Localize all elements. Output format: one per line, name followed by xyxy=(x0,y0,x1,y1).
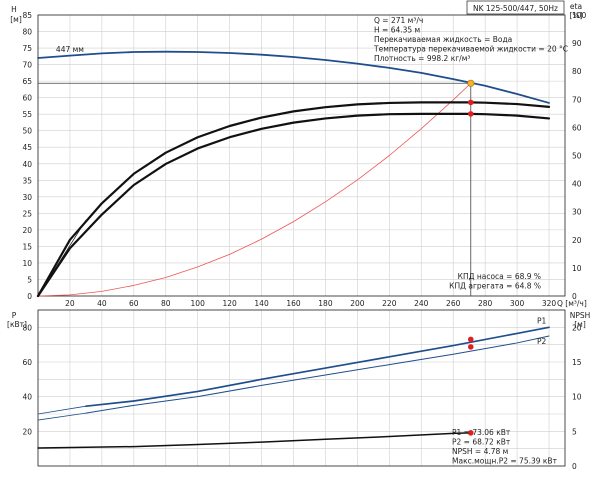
top-left-tick-label: 30 xyxy=(22,193,32,202)
top-x-tick-label: 140 xyxy=(254,299,269,308)
efficiency-info-line: КПД насоса = 68.9 % xyxy=(458,272,541,281)
duty-point-marker xyxy=(467,79,475,87)
bottom-info-line: P2 = 68.72 кВт xyxy=(452,438,511,447)
top-left-tick-label: 45 xyxy=(22,143,32,152)
top-right-tick-label: 40 xyxy=(572,180,582,189)
top-x-tick-label: 120 xyxy=(222,299,237,308)
bottom-right-axis-label: NPSH xyxy=(570,311,591,320)
pump-efficiency-marker xyxy=(467,99,474,106)
top-x-tick-label: 300 xyxy=(510,299,525,308)
bottom-info-line: P1 = 73.06 кВт xyxy=(452,428,511,437)
bottom-left-tick-label: 20 xyxy=(22,427,32,436)
top-left-tick-label: 55 xyxy=(22,110,32,119)
top-left-tick-label: 35 xyxy=(22,176,32,185)
top-left-tick-label: 0 xyxy=(27,292,32,301)
bottom-left-tick-label: 40 xyxy=(22,393,32,402)
top-right-tick-label: 80 xyxy=(572,67,582,76)
bottom-right-tick-label: 15 xyxy=(572,358,582,367)
top-left-axis-unit: [м] xyxy=(10,15,22,24)
top-right-axis-unit: [%] xyxy=(570,11,583,20)
top-right-tick-label: 60 xyxy=(572,123,582,132)
bottom-info-line: NPSH = 4.78 м xyxy=(452,447,508,456)
p2-series-label: P2 xyxy=(537,337,547,346)
top-left-tick-label: 80 xyxy=(22,28,32,37)
bottom-info-line: Макс.мощн.P2 = 75.39 кВт xyxy=(452,457,558,466)
bottom-right-tick-label: 5 xyxy=(572,427,577,436)
npsh-curve xyxy=(37,432,470,449)
chart-title: NK 125-500/447, 50Hz xyxy=(473,4,558,13)
bottom-left-tick-label: 60 xyxy=(22,358,32,367)
top-left-tick-label: 60 xyxy=(22,94,32,103)
top-right-tick-label: 20 xyxy=(572,236,582,245)
bottom-right-tick-label: 0 xyxy=(572,462,577,471)
curve-label-447: 447 мм xyxy=(56,45,84,54)
top-x-axis-label: Q [м³/ч] xyxy=(557,299,587,308)
top-left-tick-label: 75 xyxy=(22,44,32,53)
p2-curve xyxy=(85,335,550,414)
top-x-tick-label: 200 xyxy=(350,299,365,308)
bottom-left-axis-label: P xyxy=(12,311,17,320)
bottom-right-tick-label: 10 xyxy=(572,393,582,402)
top-x-tick-label: 40 xyxy=(97,299,107,308)
efficiency-info-line: КПД агрегата = 64.8 % xyxy=(449,282,541,291)
top-info-line: Q = 271 м³/ч xyxy=(374,16,423,25)
top-x-tick-label: 260 xyxy=(446,299,461,308)
chart-title-box xyxy=(466,0,565,15)
top-x-tick-label: 80 xyxy=(161,299,171,308)
top-info-line: Перекачиваемая жидкость = Вода xyxy=(374,35,512,44)
top-left-tick-label: 15 xyxy=(22,242,32,251)
top-right-tick-label: 0 xyxy=(572,292,577,301)
bottom-plot-frame xyxy=(37,309,566,467)
top-plot-frame xyxy=(37,14,566,297)
top-left-tick-label: 70 xyxy=(22,61,32,70)
p1-series-label: P1 xyxy=(537,317,547,326)
top-left-tick-label: 5 xyxy=(27,275,32,284)
top-x-tick-label: 100 xyxy=(191,299,206,308)
bottom-right-tick-label: 20 xyxy=(572,323,582,332)
head-curve-447 xyxy=(37,50,550,104)
top-x-tick-label: 220 xyxy=(382,299,397,308)
top-left-tick-label: 20 xyxy=(22,226,32,235)
top-info-line: Температура перекачиваемой жидкости = 20… xyxy=(373,45,568,54)
top-info-line: H = 64.35 м xyxy=(374,26,420,35)
top-x-tick-label: 20 xyxy=(65,299,75,308)
system-curve xyxy=(37,82,472,297)
top-left-tick-label: 85 xyxy=(22,11,32,20)
top-right-tick-label: 70 xyxy=(572,95,582,104)
top-left-tick-label: 65 xyxy=(22,77,32,86)
top-x-tick-label: 320 xyxy=(542,299,557,308)
unit-efficiency-marker xyxy=(467,111,474,117)
top-left-tick-label: 25 xyxy=(22,209,32,218)
bottom-right-axis-unit: [м] xyxy=(574,320,586,329)
top-left-axis-label: H xyxy=(11,5,17,14)
top-right-tick-label: 100 xyxy=(572,11,587,20)
p2-thin-start xyxy=(37,412,87,421)
p1-marker xyxy=(467,336,474,343)
bottom-left-axis-unit: [кВт] xyxy=(7,320,27,329)
top-left-tick-label: 10 xyxy=(22,259,32,268)
top-right-axis-label: eta xyxy=(570,2,582,11)
p1-thin-start xyxy=(37,405,87,415)
bottom-left-tick-label: 80 xyxy=(22,323,32,332)
top-right-tick-label: 50 xyxy=(572,152,582,161)
npsh-marker xyxy=(467,430,474,436)
top-x-tick-label: 60 xyxy=(129,299,139,308)
top-x-tick-label: 280 xyxy=(478,299,493,308)
top-right-tick-label: 90 xyxy=(572,39,582,48)
top-left-tick-label: 40 xyxy=(22,160,32,169)
top-left-tick-label: 50 xyxy=(22,127,32,136)
top-x-tick-label: 160 xyxy=(286,299,301,308)
top-right-tick-label: 30 xyxy=(572,208,582,217)
top-x-tick-label: 180 xyxy=(318,299,333,308)
top-right-tick-label: 10 xyxy=(572,264,582,273)
top-x-tick-label: 240 xyxy=(414,299,429,308)
p1-curve xyxy=(85,326,550,408)
top-info-line: Плотность = 998.2 кг/м³ xyxy=(374,54,470,63)
efficiency-thin-start-line xyxy=(37,219,87,297)
p2-marker xyxy=(467,344,474,350)
